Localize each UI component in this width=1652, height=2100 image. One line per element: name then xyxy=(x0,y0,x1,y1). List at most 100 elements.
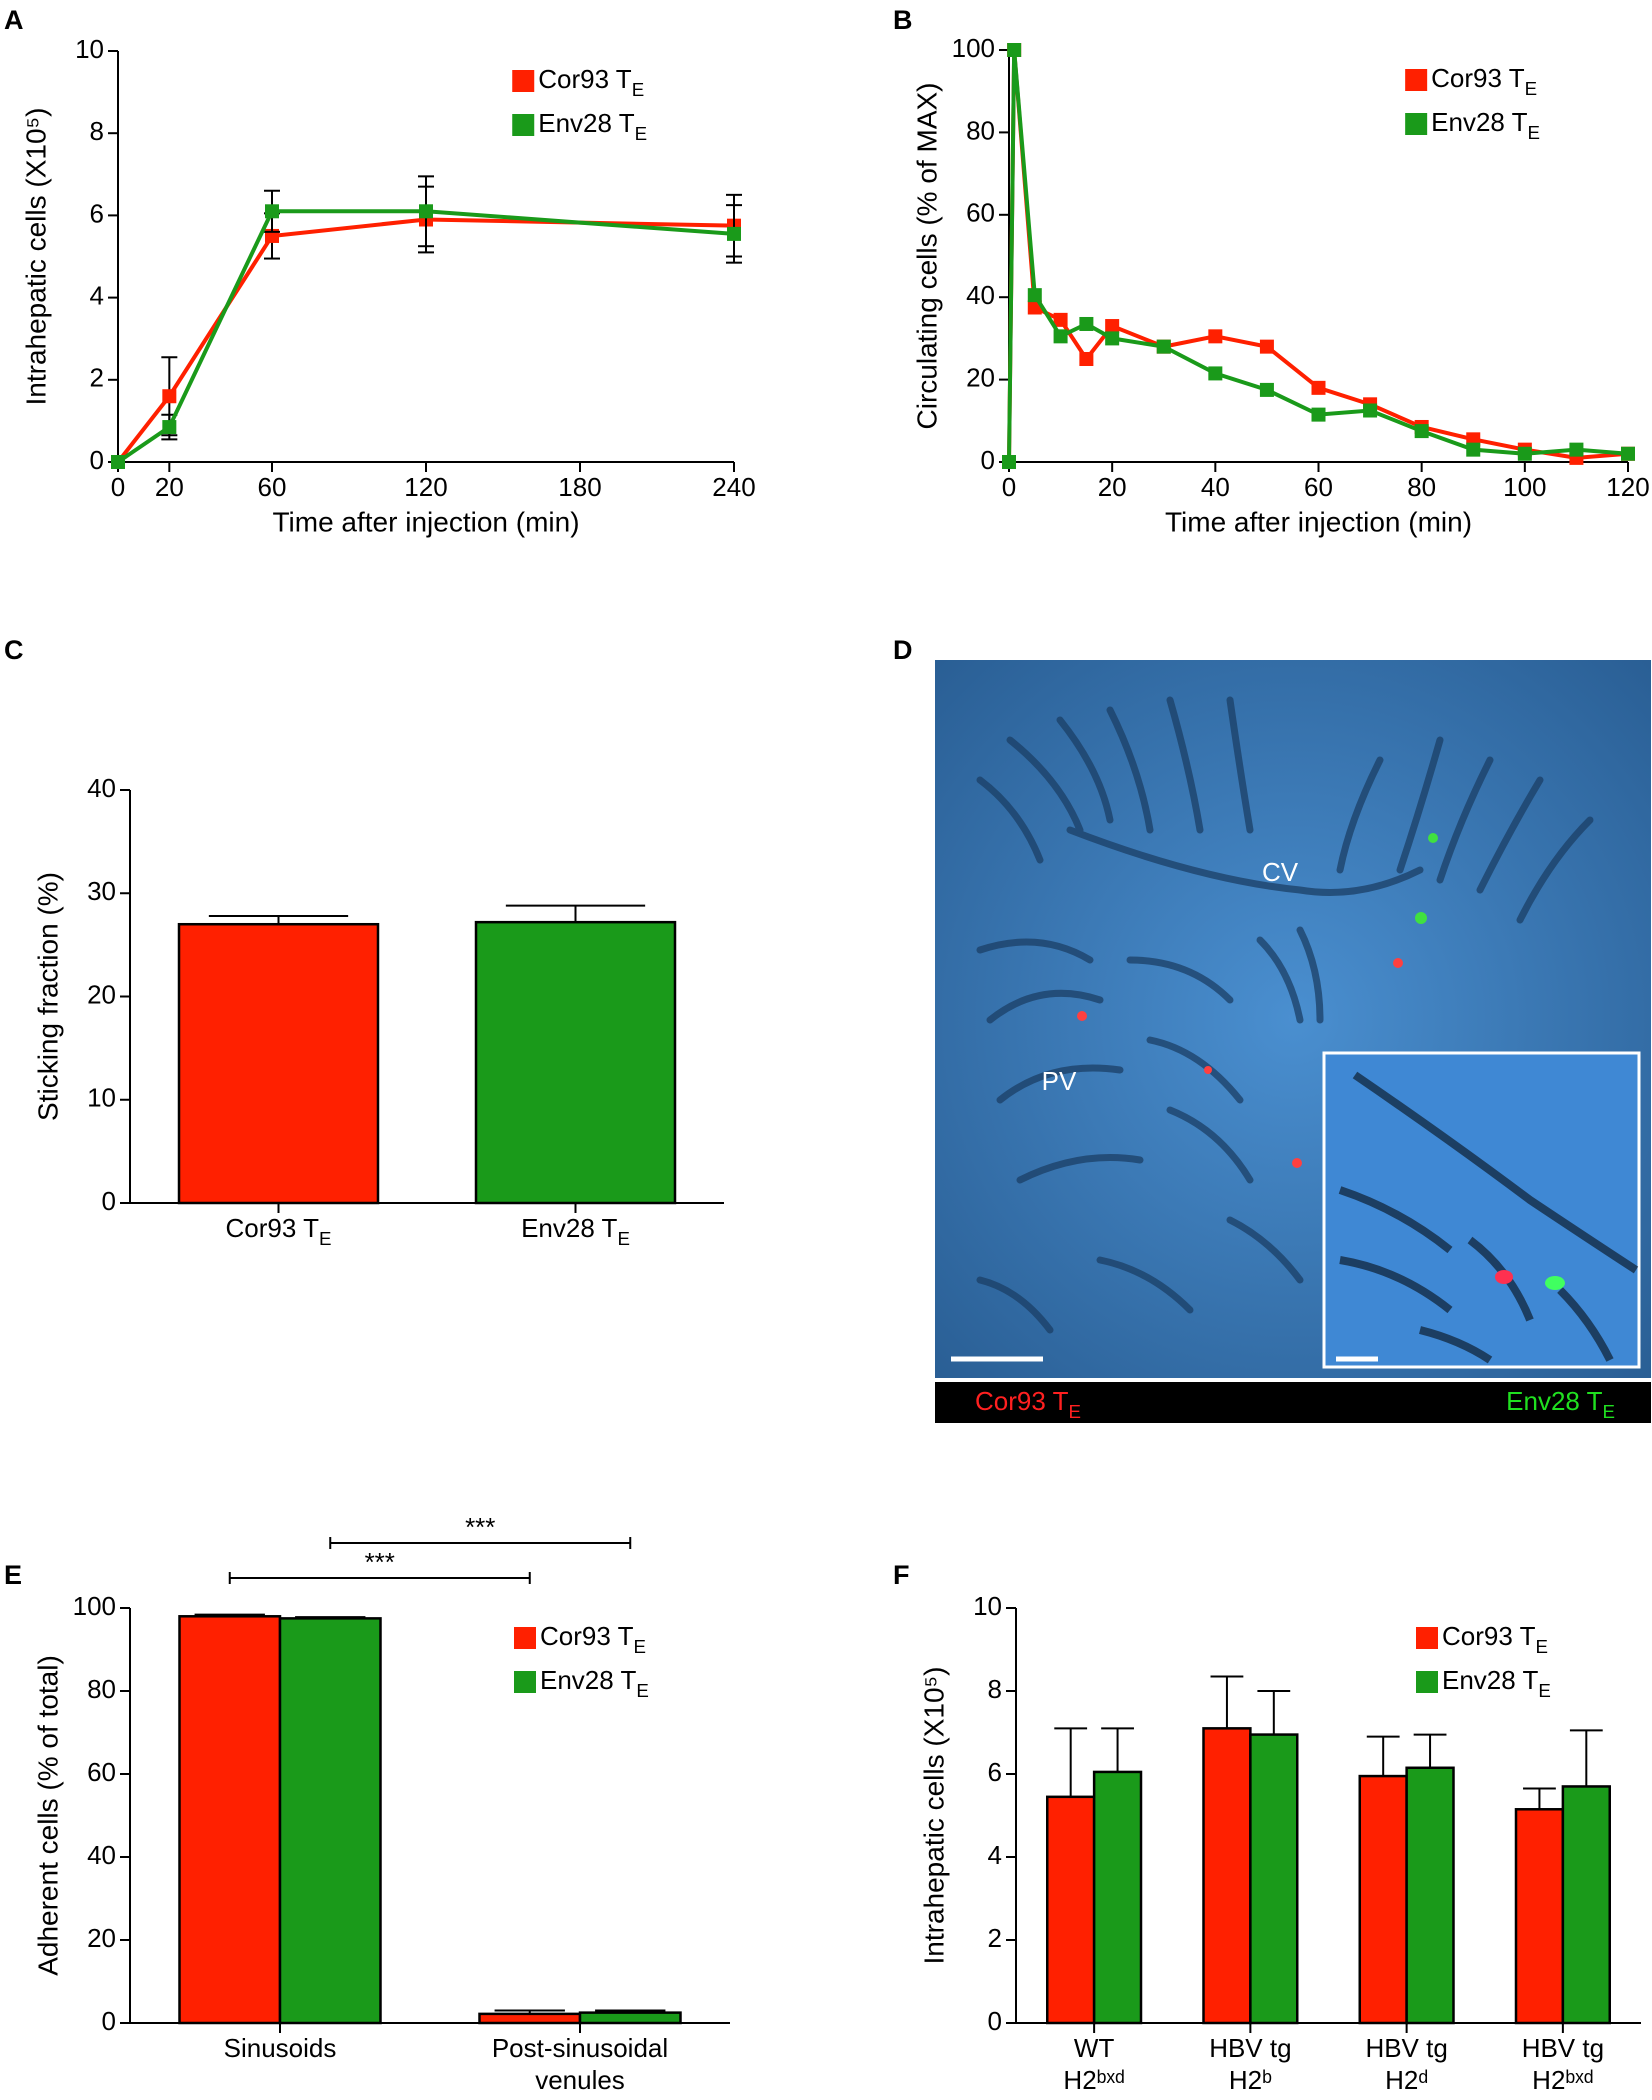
y-tick-label: 40 xyxy=(87,773,116,803)
y-tick-label: 0 xyxy=(988,2006,1002,2036)
panel-letter: C xyxy=(4,635,24,665)
legend-swatch xyxy=(1405,69,1428,91)
y-tick-label: 4 xyxy=(90,280,104,310)
marker xyxy=(1259,339,1274,354)
legend-label: Cor93 TE xyxy=(1442,1621,1548,1658)
annotation: *** xyxy=(465,1512,495,1542)
x-tick-label: Post-sinusoidal xyxy=(492,2033,668,2063)
x-tick-label: 60 xyxy=(258,472,287,502)
legend-label: Env28 TE xyxy=(540,1665,649,1702)
bar xyxy=(177,922,380,1205)
marker xyxy=(1311,407,1326,422)
marker xyxy=(1208,366,1223,381)
y-tick-label: 0 xyxy=(102,1186,116,1216)
marker xyxy=(1105,331,1120,346)
panel-letter: A xyxy=(4,5,24,35)
bar xyxy=(278,1617,382,2025)
x-tick-label: 120 xyxy=(404,472,447,502)
legend-label: Cor93 TE xyxy=(540,1621,646,1658)
y-tick-label: 2 xyxy=(988,1923,1002,1953)
x-tick-label: H2ᵇ xyxy=(1229,2065,1272,2095)
inset xyxy=(1322,1051,1641,1369)
x-axis-label: Time after injection (min) xyxy=(272,506,579,537)
x-tick-label: 100 xyxy=(1503,472,1546,502)
y-tick-label: 10 xyxy=(75,34,104,64)
bar xyxy=(1202,1727,1252,2025)
y-tick-label: 0 xyxy=(102,2006,116,2036)
x-tick-label: HBV tg xyxy=(1522,2033,1604,2063)
x-tick-label: HBV tg xyxy=(1365,2033,1447,2063)
y-tick-label: 6 xyxy=(988,1757,1002,1787)
marker xyxy=(1259,382,1274,397)
y-tick-label: 40 xyxy=(87,1840,116,1870)
y-tick-label: 10 xyxy=(973,1591,1002,1621)
legend-swatch xyxy=(512,70,535,92)
bar xyxy=(1561,1785,1611,2025)
x-tick-label: 0 xyxy=(111,472,125,502)
marker xyxy=(1311,380,1326,395)
error-bar xyxy=(208,914,349,925)
bar xyxy=(1249,1733,1299,2025)
y-axis-label: Intrahepatic cells (X10⁵) xyxy=(918,1667,949,1965)
y-tick-label: 60 xyxy=(87,1757,116,1787)
marker xyxy=(1105,319,1120,334)
y-tick-label: 20 xyxy=(87,1923,116,1953)
x-tick-label: 240 xyxy=(712,472,755,502)
x-tick-label: 20 xyxy=(1098,472,1127,502)
marker xyxy=(1079,352,1094,366)
image-label: PV xyxy=(1042,1066,1077,1096)
bar xyxy=(178,1615,282,2025)
marker xyxy=(111,455,125,469)
marker xyxy=(162,389,177,404)
cell xyxy=(1204,1066,1212,1074)
panel-letter: E xyxy=(4,1560,22,1590)
error-bar xyxy=(1257,1690,1291,1735)
y-tick-label: 8 xyxy=(988,1674,1002,1704)
panel-letter: B xyxy=(893,5,913,35)
legend-strip xyxy=(935,1382,1651,1423)
y-tick-label: 8 xyxy=(90,116,104,146)
x-tick-label: Env28 TE xyxy=(521,1213,630,1250)
error-bar xyxy=(1210,1675,1244,1729)
error-bar xyxy=(1569,1729,1603,1787)
y-tick-label: 0 xyxy=(90,445,104,475)
marker xyxy=(419,204,433,219)
y-tick-label: 2 xyxy=(90,363,104,393)
y-tick-label: 6 xyxy=(90,198,104,228)
y-tick-label: 10 xyxy=(87,1083,116,1113)
vessels xyxy=(976,696,1594,1334)
y-tick-label: 4 xyxy=(988,1840,1002,1870)
x-tick-label: H2ᵈ xyxy=(1385,2065,1428,2095)
x-tick-label: 120 xyxy=(1606,472,1649,502)
x-tick-label: Sinusoids xyxy=(224,2033,337,2063)
y-tick-label: 80 xyxy=(87,1674,116,1704)
cells xyxy=(1077,833,1565,1290)
marker xyxy=(1079,316,1094,331)
legend-swatch xyxy=(1416,1627,1438,1649)
marker xyxy=(1208,329,1223,344)
x-axis-label: Time after injection (min) xyxy=(1165,506,1472,537)
series-line xyxy=(1007,49,1629,463)
error-bar xyxy=(1523,1787,1556,1810)
y-tick-label: 40 xyxy=(966,280,995,310)
x-tick-label: 0 xyxy=(1002,472,1016,502)
bar xyxy=(1405,1766,1455,2025)
legend-swatch xyxy=(1416,1671,1438,1693)
y-tick-label: 100 xyxy=(73,1591,116,1621)
x-tick-label: HBV tg xyxy=(1209,2033,1291,2063)
y-tick-label: 0 xyxy=(981,445,995,475)
marker xyxy=(727,226,741,241)
marker xyxy=(1027,288,1042,303)
cell xyxy=(1077,1011,1087,1021)
y-axis-label: Intrahepatic cells (X10⁵) xyxy=(20,108,51,406)
marker xyxy=(1414,424,1429,439)
series-line xyxy=(1007,49,1629,463)
marker xyxy=(265,204,279,219)
legend-label: Env28 TE xyxy=(538,108,647,145)
x-tick-label: 40 xyxy=(1201,472,1230,502)
image-label: CV xyxy=(1262,857,1299,887)
panel-letter: F xyxy=(893,1560,910,1590)
marker xyxy=(1466,442,1481,457)
x-tick-label: 60 xyxy=(1304,472,1333,502)
